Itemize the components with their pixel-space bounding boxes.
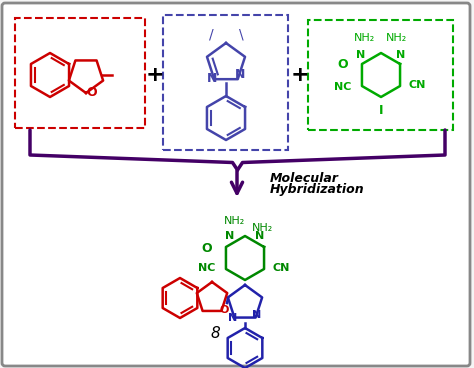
Text: CN: CN (408, 80, 426, 90)
Text: NH₂: NH₂ (386, 33, 408, 43)
Text: NC: NC (198, 263, 216, 273)
Text: N: N (228, 313, 237, 323)
Text: N: N (207, 71, 217, 85)
Text: O: O (219, 305, 228, 315)
FancyBboxPatch shape (2, 3, 470, 366)
Text: N: N (396, 50, 406, 60)
Text: N: N (235, 68, 245, 81)
Text: NC: NC (334, 82, 352, 92)
Text: NH₂: NH₂ (355, 33, 375, 43)
Text: I: I (379, 105, 383, 117)
Text: +: + (146, 65, 164, 85)
Text: O: O (337, 59, 348, 71)
Text: +: + (291, 65, 310, 85)
Text: /: / (209, 28, 213, 42)
Text: N: N (252, 310, 262, 320)
Text: CN: CN (272, 263, 290, 273)
Bar (308, 20, 453, 130)
Text: Molecular: Molecular (270, 171, 339, 184)
Text: \: \ (239, 28, 243, 42)
Text: N: N (255, 231, 264, 241)
Text: NH₂: NH₂ (252, 223, 273, 233)
Text: N: N (225, 231, 235, 241)
Bar (163, 15, 288, 150)
Text: O: O (87, 86, 97, 99)
Text: Hybridization: Hybridization (270, 184, 365, 197)
Text: 8: 8 (210, 326, 220, 340)
Bar (15, 18, 145, 128)
Text: NH₂: NH₂ (224, 216, 246, 226)
Text: N: N (356, 50, 365, 60)
Text: O: O (202, 241, 212, 255)
